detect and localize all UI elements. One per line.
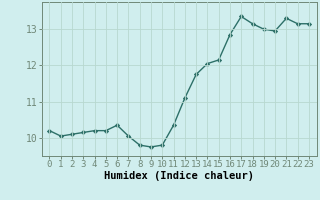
X-axis label: Humidex (Indice chaleur): Humidex (Indice chaleur) (104, 171, 254, 181)
